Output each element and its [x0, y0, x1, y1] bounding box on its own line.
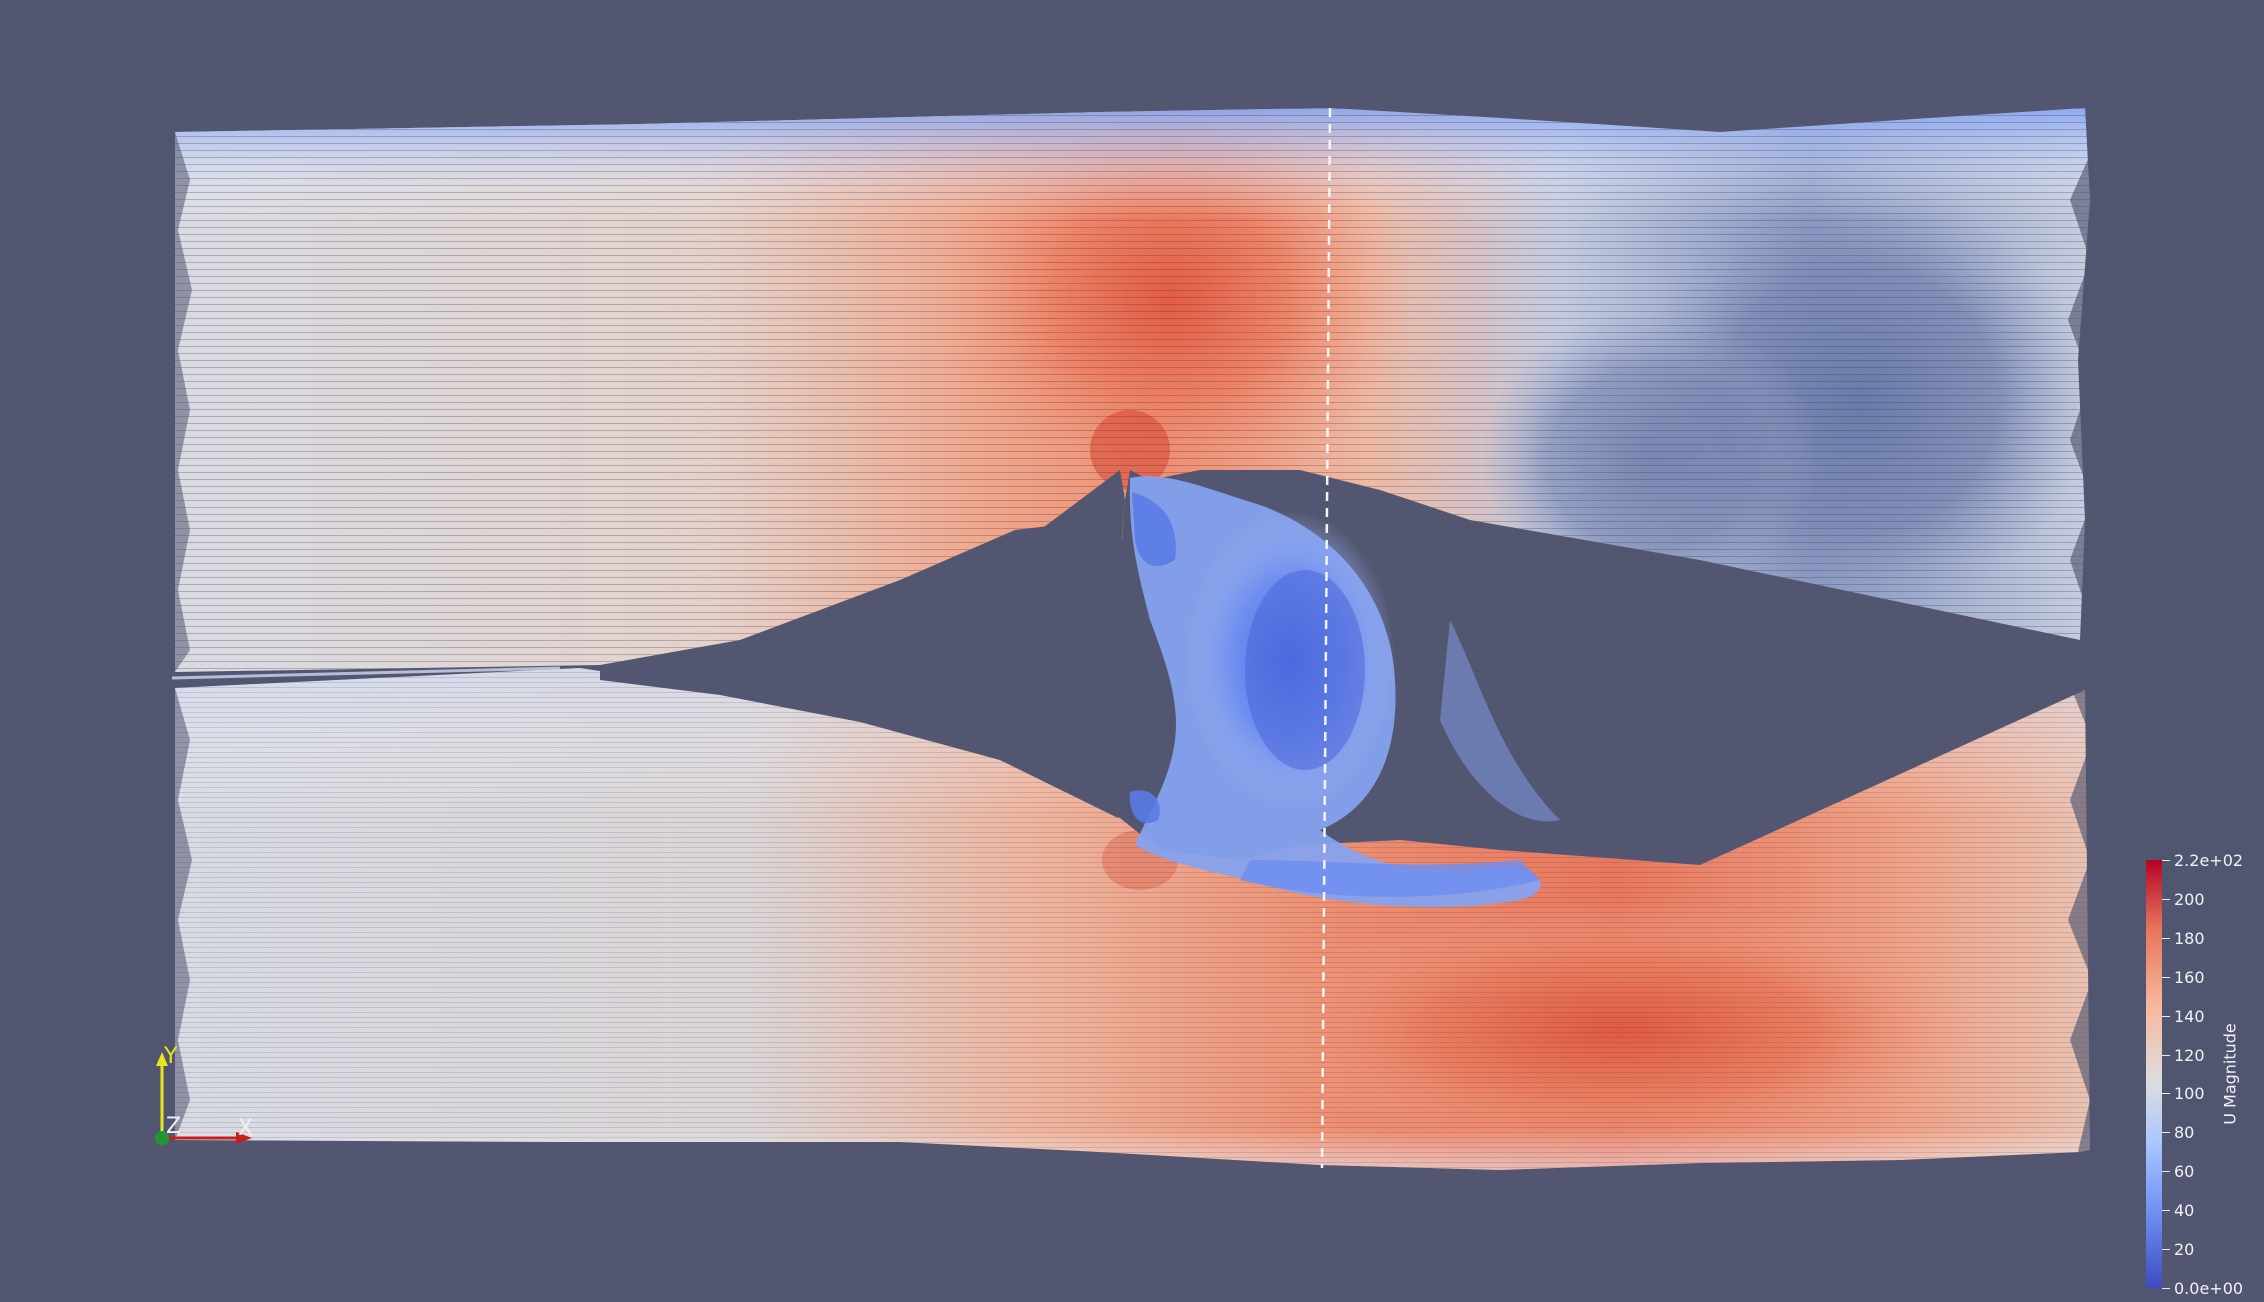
- z-axis-label: Z: [166, 1114, 182, 1139]
- colorbar-tick-mark: [2162, 1093, 2170, 1095]
- y-axis-label: Y: [164, 1044, 178, 1069]
- colorbar-tick-mark: [2162, 898, 2170, 900]
- colorbar-tick-label: 0.0e+00: [2174, 1279, 2244, 1298]
- colorbar-tick-label: 20: [2174, 1240, 2195, 1260]
- colorbar-tick-mark: [2162, 1054, 2170, 1056]
- orientation-axes: [155, 1052, 252, 1145]
- colorbar-tick-label: 40: [2174, 1201, 2195, 1221]
- x-axis-label: X: [238, 1116, 254, 1141]
- upper-flow-region: [175, 108, 2090, 672]
- colorbar-tick-mark: [2162, 1288, 2170, 1289]
- splitter-line: [171, 666, 561, 680]
- y-axis-arrow: [156, 1052, 168, 1066]
- colorbar-tick-mark: [2162, 1132, 2170, 1134]
- colorbar-gradient: [2146, 860, 2162, 1288]
- colorbar-tick-label: 160: [2174, 967, 2205, 987]
- colorbar-tick-mark: [2162, 976, 2170, 978]
- colorbar-tick-mark: [2162, 937, 2170, 939]
- colorbar-ticks: 2.2e+02 20 40 60 80 100 120 140 160 180 200 0.0e+00: [2162, 851, 2262, 1298]
- probe-line[interactable]: [1320, 107, 1332, 1169]
- x-axis-arrow: [236, 1132, 252, 1144]
- colorbar-tick-mark: [2162, 1015, 2170, 1017]
- lower-flow-region: [175, 668, 2090, 1170]
- colorbar-tick-label: 60: [2174, 1162, 2195, 1182]
- colorbar-tick-label: 2.2e+02: [2174, 851, 2244, 870]
- wedge-obstacle: [600, 470, 1125, 818]
- colorbar: [2146, 860, 2162, 1288]
- inflow-edge-upper: [0, 132, 192, 672]
- colorbar-tick-mark: [2162, 1249, 2170, 1251]
- colorbar-tick-mark: [2162, 1210, 2170, 1212]
- colorbar-tick-mark: [2162, 1171, 2170, 1173]
- inflow-edge-lower: [0, 688, 192, 1140]
- wake-region: [1129, 476, 1560, 908]
- colorbar-tick-label: 180: [2174, 928, 2205, 948]
- colorbar-tick-mark: [2162, 860, 2170, 861]
- colorbar-tick-label: 200: [2174, 889, 2205, 909]
- colorbar-tick-label: 140: [2174, 1006, 2205, 1026]
- outflow-edge: [2068, 108, 2264, 1152]
- colorbar-tick-label: 120: [2174, 1045, 2205, 1065]
- colorbar-tick-label: 80: [2174, 1123, 2195, 1143]
- colorbar-tick-label: 100: [2174, 1084, 2205, 1104]
- colorbar-title: U Magnitude: [2220, 1023, 2240, 1125]
- z-axis-dot: [155, 1131, 169, 1145]
